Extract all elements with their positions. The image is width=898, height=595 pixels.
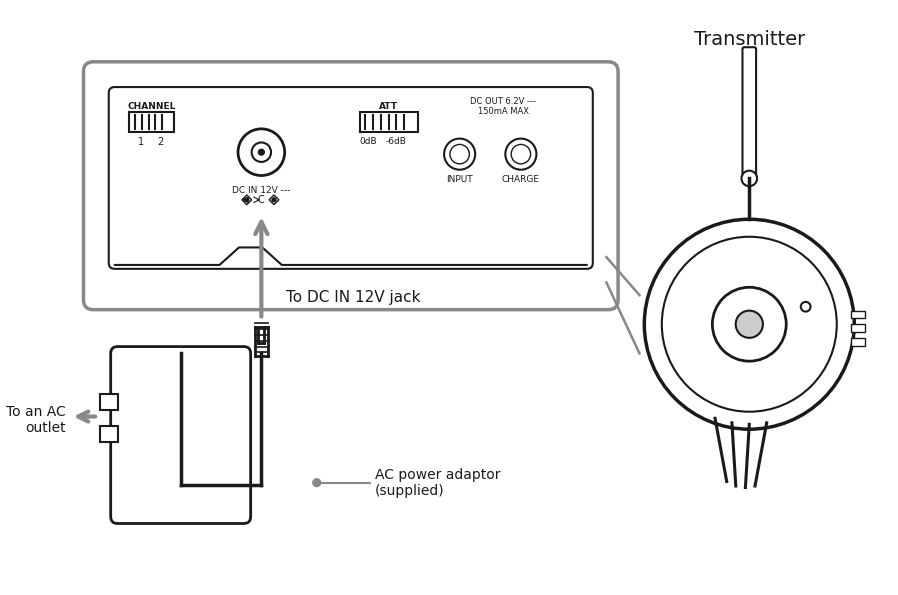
Text: -6dB: -6dB <box>386 137 407 146</box>
Circle shape <box>245 198 249 202</box>
Bar <box>100 394 118 410</box>
Bar <box>100 426 118 442</box>
Text: AC power adaptor
(supplied): AC power adaptor (supplied) <box>375 468 500 498</box>
Circle shape <box>313 479 321 487</box>
Circle shape <box>251 142 271 162</box>
Text: To DC IN 12V jack: To DC IN 12V jack <box>286 290 420 305</box>
Text: INPUT: INPUT <box>446 174 473 183</box>
Text: CHARGE: CHARGE <box>502 174 540 183</box>
FancyBboxPatch shape <box>110 346 251 524</box>
Circle shape <box>735 311 763 338</box>
Text: DC OUT 6.2V ---
150mA MAX: DC OUT 6.2V --- 150mA MAX <box>471 97 536 116</box>
Circle shape <box>272 198 276 202</box>
Circle shape <box>450 145 470 164</box>
Bar <box>359 112 418 131</box>
Polygon shape <box>242 195 251 205</box>
Text: To an AC
outlet: To an AC outlet <box>6 405 66 435</box>
Text: Transmitter: Transmitter <box>693 30 805 49</box>
Text: CHANNEL: CHANNEL <box>128 102 176 111</box>
Circle shape <box>238 129 285 176</box>
Text: ATT: ATT <box>379 102 398 111</box>
FancyBboxPatch shape <box>743 47 756 180</box>
Text: 2: 2 <box>157 137 163 146</box>
Text: 0dB: 0dB <box>359 137 377 146</box>
FancyBboxPatch shape <box>84 62 618 309</box>
Circle shape <box>445 139 475 170</box>
Circle shape <box>259 149 264 155</box>
Bar <box>129 112 174 131</box>
Text: 1: 1 <box>137 137 144 146</box>
Text: C: C <box>257 195 264 205</box>
Circle shape <box>644 219 854 429</box>
Circle shape <box>511 145 531 164</box>
Circle shape <box>742 171 757 186</box>
Circle shape <box>801 302 811 312</box>
Bar <box>851 338 865 346</box>
FancyBboxPatch shape <box>109 87 593 269</box>
Circle shape <box>712 287 787 361</box>
Circle shape <box>506 139 536 170</box>
Circle shape <box>662 237 837 412</box>
Bar <box>851 311 865 318</box>
Text: DC IN 12V ---: DC IN 12V --- <box>233 186 291 195</box>
Polygon shape <box>269 195 279 205</box>
Bar <box>851 324 865 332</box>
